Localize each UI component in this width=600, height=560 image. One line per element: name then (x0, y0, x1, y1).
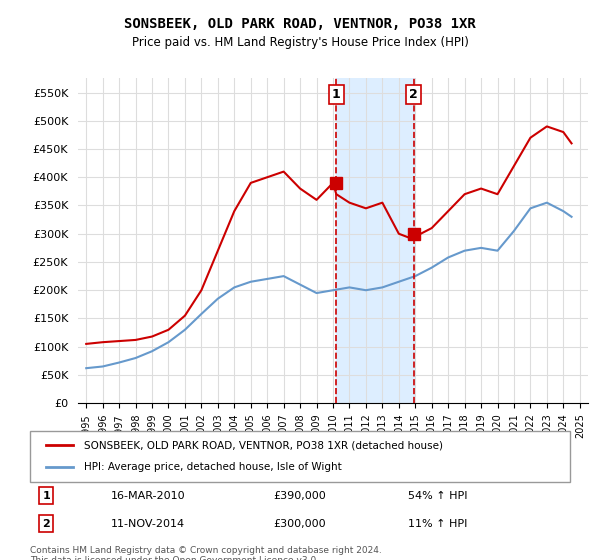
Text: £300,000: £300,000 (273, 519, 326, 529)
Text: 2: 2 (409, 88, 418, 101)
Text: 54% ↑ HPI: 54% ↑ HPI (408, 491, 467, 501)
Text: Price paid vs. HM Land Registry's House Price Index (HPI): Price paid vs. HM Land Registry's House … (131, 36, 469, 49)
Text: SONSBEEK, OLD PARK ROAD, VENTNOR, PO38 1XR: SONSBEEK, OLD PARK ROAD, VENTNOR, PO38 1… (124, 17, 476, 31)
Text: £390,000: £390,000 (273, 491, 326, 501)
Text: 11% ↑ HPI: 11% ↑ HPI (408, 519, 467, 529)
Text: 1: 1 (43, 491, 50, 501)
Text: HPI: Average price, detached house, Isle of Wight: HPI: Average price, detached house, Isle… (84, 463, 342, 473)
FancyBboxPatch shape (30, 431, 570, 482)
Text: 16-MAR-2010: 16-MAR-2010 (111, 491, 185, 501)
Text: 11-NOV-2014: 11-NOV-2014 (111, 519, 185, 529)
Text: Contains HM Land Registry data © Crown copyright and database right 2024.
This d: Contains HM Land Registry data © Crown c… (30, 546, 382, 560)
Bar (336, 78, 413, 403)
Text: SONSBEEK, OLD PARK ROAD, VENTNOR, PO38 1XR (detached house): SONSBEEK, OLD PARK ROAD, VENTNOR, PO38 1… (84, 440, 443, 450)
Text: 1: 1 (332, 88, 341, 101)
Text: 2: 2 (43, 519, 50, 529)
